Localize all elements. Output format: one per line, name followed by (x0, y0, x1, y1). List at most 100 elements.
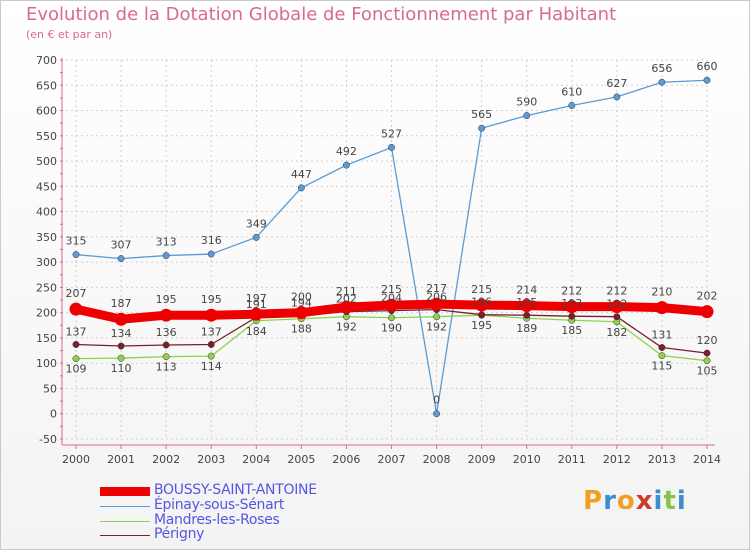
proxiti-logo: Proxiti (583, 486, 687, 516)
data-point (433, 410, 441, 418)
data-label: 656 (651, 62, 672, 75)
x-tick-label: 2013 (648, 453, 676, 466)
y-tick-label: 50 (43, 382, 57, 395)
data-label: 137 (66, 326, 87, 339)
x-tick-label: 2011 (558, 453, 586, 466)
data-point (385, 298, 398, 312)
data-label: 212 (606, 285, 627, 298)
logo-letter: o (616, 486, 636, 516)
data-point (703, 349, 711, 357)
x-tick-label: 2000 (62, 453, 90, 466)
data-label: 211 (336, 285, 357, 298)
legend-label-boussy: BOUSSY-SAINT-ANTOINE (154, 482, 317, 498)
chart-title: Evolution de la Dotation Globale de Fonc… (26, 4, 617, 25)
legend-swatch-epinay (100, 506, 150, 507)
data-point (568, 102, 576, 109)
y-tick-label: 350 (36, 231, 57, 244)
data-label: 184 (246, 325, 267, 338)
data-label: 113 (156, 361, 177, 374)
data-point (703, 357, 711, 365)
data-point (117, 354, 125, 362)
data-point (69, 302, 83, 316)
data-label: 114 (201, 360, 222, 373)
data-point (297, 184, 305, 192)
y-tick-label: 150 (36, 332, 57, 345)
legend-swatch-boussy (100, 487, 150, 496)
data-point (613, 313, 621, 321)
legend-swatch-mandres (100, 521, 150, 522)
data-point (207, 250, 215, 258)
x-tick-label: 2001 (107, 453, 135, 466)
data-label: 207 (66, 287, 87, 300)
data-label: 137 (201, 326, 222, 339)
data-point (249, 307, 263, 321)
data-label: 215 (381, 283, 402, 296)
data-point (207, 341, 215, 348)
data-point (114, 312, 128, 326)
data-point (159, 308, 173, 322)
data-point (610, 300, 624, 314)
data-point (294, 306, 308, 320)
data-label: 212 (561, 285, 582, 298)
legend-item-mandres: Mandres-les-Roses (100, 512, 400, 528)
y-tick-label: 300 (36, 256, 57, 269)
data-point (204, 308, 218, 322)
data-label: 492 (336, 145, 357, 158)
x-tick-label: 2008 (423, 453, 451, 466)
data-label: 316 (201, 234, 222, 247)
y-tick-label: 400 (36, 206, 57, 219)
data-label: 196 (471, 296, 492, 309)
legend-item-perigny: Périgny (100, 526, 400, 542)
data-label: 109 (66, 363, 87, 376)
logo-letter: i (676, 486, 687, 516)
data-label: 315 (66, 235, 87, 248)
logo-letter: r (603, 486, 617, 516)
y-tick-label: -50 (39, 433, 57, 446)
y-tick-label: 450 (36, 180, 57, 193)
legend-item-boussy: BOUSSY-SAINT-ANTOINE (100, 482, 400, 498)
data-point (388, 314, 395, 322)
logo-letter: t (663, 486, 677, 516)
legend-item-epinay: Épinay-sous-Sénart (100, 497, 400, 513)
legend-label-epinay: Épinay-sous-Sénart (154, 497, 285, 513)
data-label: 194 (291, 297, 312, 310)
data-point (523, 311, 531, 319)
y-tick-label: 700 (36, 54, 57, 67)
data-label: 206 (426, 291, 447, 304)
data-point (117, 342, 125, 350)
data-label: 191 (246, 298, 267, 311)
data-label: 192 (426, 321, 447, 334)
x-tick-label: 2012 (603, 453, 631, 466)
data-label: 134 (111, 327, 132, 340)
data-point (207, 352, 215, 360)
data-label: 195 (516, 296, 537, 309)
data-label: 627 (606, 77, 627, 90)
data-label: 590 (516, 96, 537, 109)
data-point (613, 93, 621, 101)
data-label: 195 (471, 319, 492, 332)
data-point (339, 300, 353, 314)
x-tick-label: 2005 (287, 453, 315, 466)
y-tick-label: 500 (36, 155, 57, 168)
data-label: 210 (651, 286, 672, 299)
data-point (658, 78, 666, 86)
y-tick-label: 0 (50, 408, 57, 421)
data-point (658, 344, 666, 351)
data-label: 185 (561, 324, 582, 337)
data-point (520, 299, 534, 313)
data-point (565, 300, 579, 314)
data-label: 214 (516, 284, 537, 297)
data-label: 660 (697, 60, 718, 73)
y-tick-label: 600 (36, 105, 57, 118)
y-tick-label: 200 (36, 307, 57, 320)
data-label: 131 (651, 329, 672, 342)
y-tick-label: 100 (36, 357, 57, 370)
data-point (72, 341, 80, 348)
data-point (478, 311, 486, 319)
data-point (655, 301, 669, 315)
data-point (700, 305, 714, 319)
data-point (162, 353, 170, 361)
data-label: 313 (156, 236, 177, 249)
y-tick-label: 550 (36, 130, 57, 143)
legend-label-mandres: Mandres-les-Roses (154, 512, 280, 528)
